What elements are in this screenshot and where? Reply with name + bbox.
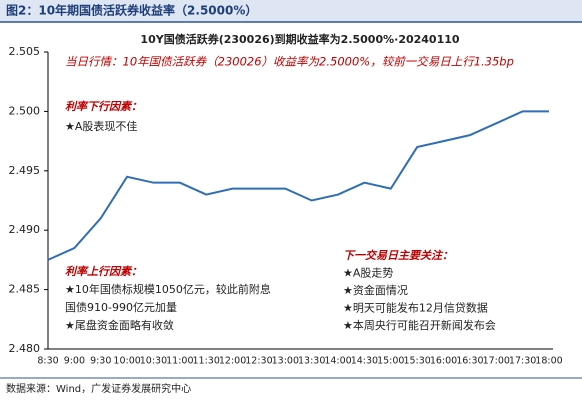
x-tick-label: 11:30	[193, 356, 220, 367]
x-tick-label: 12:00	[219, 356, 246, 367]
y-tick-label: 2.495	[9, 164, 41, 177]
factor-item: ★本周央行可能召开新闻发布会	[343, 318, 496, 332]
x-tick-label: 14:00	[324, 356, 351, 367]
x-tick-label: 13:30	[298, 356, 325, 367]
factor-item: ★资金面情况	[343, 283, 408, 297]
factor-title: 利率上行因素：	[65, 265, 142, 278]
factor-title: 利率下行因素：	[65, 100, 142, 113]
annotation: 当日行情：10年国债活跃券（230026）收益率为2.5000%，较前一交易日上…	[65, 55, 514, 69]
header-bg	[0, 0, 582, 22]
chart-title: 10Y国债活跃券(230026)到期收益率为2.5000%·20240110	[140, 32, 459, 46]
y-tick-label: 2.480	[9, 342, 41, 355]
y-tick-label: 2.500	[9, 104, 41, 117]
x-tick-label: 16:30	[456, 356, 483, 367]
factor-item: ★10年国债标规模1050亿元，较此前附息	[65, 282, 271, 296]
x-tick-label: 12:30	[245, 356, 272, 367]
x-tick-label: 17:00	[483, 356, 510, 367]
x-tick-label: 11:00	[166, 356, 193, 367]
y-tick-label: 2.505	[9, 45, 41, 58]
x-tick-label: 18:00	[535, 356, 562, 367]
factor-title: 下一交易日主要关注：	[343, 249, 453, 262]
factor-item: ★A股表现不佳	[65, 119, 137, 133]
y-tick-label: 2.485	[9, 283, 41, 296]
factor-item: ★A股走势	[343, 267, 393, 280]
series-line	[47, 110, 549, 261]
x-tick-label: 15:30	[403, 356, 430, 367]
x-tick-label: 10:30	[140, 356, 167, 367]
x-tick-label: 9:00	[64, 356, 85, 367]
x-tick-label: 9:30	[90, 356, 111, 367]
factor-item: ★明天可能发布12月信贷数据	[343, 301, 488, 315]
header: 图2：10年期国债活跃券收益率（2.5000%）	[6, 3, 257, 18]
x-tick-label: 17:30	[509, 356, 536, 367]
source: 数据来源：Wind，广发证券发展研究中心	[6, 382, 191, 395]
x-tick-label: 15:00	[377, 356, 404, 367]
x-tick-label: 16:00	[430, 356, 457, 367]
y-tick-label: 2.490	[9, 223, 41, 236]
x-tick-label: 14:30	[351, 356, 378, 367]
factor-item: 国债910-990亿元加量	[65, 300, 177, 314]
factor-item: ★尾盘资金面略有收敛	[65, 318, 174, 332]
x-tick-label: 8:30	[37, 356, 58, 367]
x-tick-label: 13:00	[272, 356, 299, 367]
x-tick-label: 10:00	[113, 356, 140, 367]
